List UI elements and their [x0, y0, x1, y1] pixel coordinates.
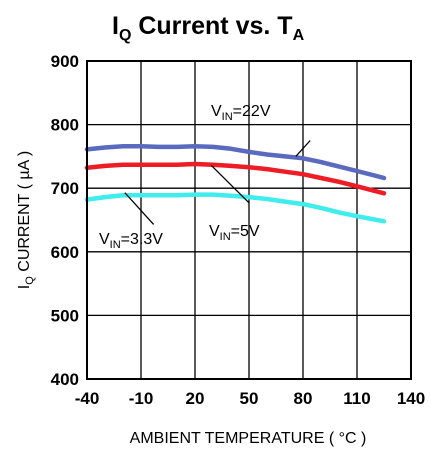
ylabel-sub: Q — [24, 276, 36, 285]
y-tick-label: 800 — [51, 116, 79, 135]
ann-vin33-rest: =3.3V — [121, 231, 164, 248]
x-tick-label: 20 — [186, 389, 205, 408]
tick-labels: -40 -10 20 50 80 110 140 400 500 600 700 800 900 — [51, 52, 426, 408]
series-line-vin33 — [84, 192, 387, 224]
x-tick-label: -10 — [129, 389, 154, 408]
x-axis-label: AMBIENT TEMPERATURE ( °C ) — [130, 430, 367, 447]
x-tick-label: 140 — [397, 389, 425, 408]
annotation-vin5: VIN=5V — [209, 223, 260, 243]
leader-line-vin5 — [210, 164, 250, 204]
x-tick-label: -40 — [75, 389, 100, 408]
ann-vin22-main: V — [211, 103, 222, 120]
series-group — [84, 143, 387, 224]
y-axis-label: IQ CURRENT ( µA ) — [16, 151, 36, 289]
series-line-vin22 — [84, 143, 387, 181]
leader-line-vin22 — [295, 140, 311, 157]
ann-vin5-rest: =5V — [231, 223, 260, 240]
series-line-vin5 — [84, 161, 387, 196]
x-tick-label: 80 — [294, 389, 313, 408]
y-tick-label: 600 — [51, 243, 79, 262]
ylabel-rest: CURRENT ( µA ) — [16, 151, 33, 276]
title-main: I — [112, 12, 119, 40]
title-sub: Q — [119, 27, 131, 44]
y-tick-label: 900 — [51, 52, 79, 71]
ann-vin5-sub: IN — [220, 231, 231, 243]
ann-vin22-sub: IN — [222, 111, 233, 123]
ann-vin22-rest: =22V — [233, 103, 271, 120]
title-sub2: A — [293, 27, 305, 44]
plot-frame — [86, 60, 412, 380]
title-mid: Current vs. T — [131, 12, 292, 40]
ann-vin5-main: V — [209, 223, 220, 240]
x-tick-label: 50 — [240, 389, 259, 408]
ann-vin33-sub: IN — [110, 239, 121, 251]
y-tick-label: 700 — [51, 179, 79, 198]
x-tick-label: 110 — [343, 389, 370, 408]
y-tick-label: 500 — [51, 306, 79, 325]
y-tick-label: 400 — [51, 370, 79, 389]
ann-vin33-main: V — [99, 231, 110, 248]
chart-title: IQ Current vs. TA — [112, 12, 305, 44]
ylabel-main: I — [16, 285, 33, 289]
leader-line-vin33 — [124, 192, 155, 225]
annotation-vin33: VIN=3.3V — [99, 231, 163, 251]
annotation-vin22: VIN=22V — [211, 103, 271, 123]
